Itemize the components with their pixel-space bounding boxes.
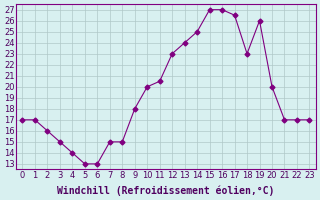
X-axis label: Windchill (Refroidissement éolien,°C): Windchill (Refroidissement éolien,°C)	[57, 185, 275, 196]
